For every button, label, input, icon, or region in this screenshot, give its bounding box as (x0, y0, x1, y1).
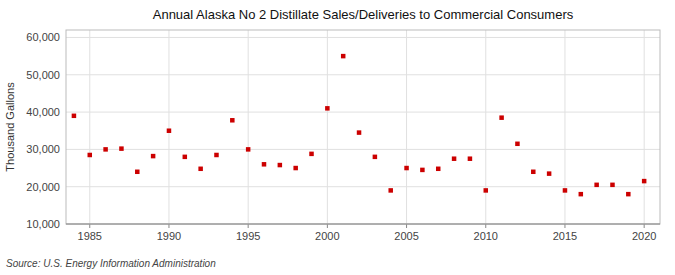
x-tick-label: 1990 (157, 230, 181, 242)
points (72, 54, 647, 197)
x-grid-line (485, 30, 486, 224)
x-grid-line (406, 30, 407, 224)
plot-frame (66, 30, 660, 224)
source-note: Source: U.S. Energy Information Administ… (6, 258, 216, 269)
point (547, 171, 552, 176)
x-tick (168, 224, 169, 228)
x-tick-label: 2010 (474, 230, 498, 242)
y-grid-line (66, 112, 660, 113)
point (230, 118, 235, 123)
point (388, 188, 393, 193)
point (468, 156, 473, 161)
point (293, 166, 298, 171)
y-grid-line (66, 37, 660, 38)
x-tick-label: 1985 (78, 230, 102, 242)
point (341, 54, 346, 59)
point (626, 192, 631, 197)
point (499, 115, 504, 120)
point (135, 170, 140, 175)
point (404, 166, 409, 171)
point (531, 170, 536, 175)
x-tick-label: 2000 (315, 230, 339, 242)
point (594, 183, 599, 188)
x-axis-line (66, 224, 660, 225)
point (563, 188, 568, 193)
point (278, 163, 283, 168)
point (642, 179, 647, 184)
x-grid-line (327, 30, 328, 224)
point (262, 162, 267, 167)
point (579, 192, 584, 197)
point (325, 106, 330, 111)
point (610, 183, 615, 188)
x-tick-label: 2015 (553, 230, 577, 242)
y-tick-label: 40,000 (26, 106, 60, 118)
point (357, 130, 362, 135)
axes: 10,000 20,000 30,000 40,000 50,000 60,000 1985… (26, 30, 660, 242)
point (88, 153, 93, 158)
y-grid-line (66, 186, 660, 187)
point (103, 147, 108, 152)
point (452, 156, 457, 161)
x-grid-line (564, 30, 565, 224)
point (246, 147, 251, 152)
y-tick-label: 30,000 (26, 143, 60, 155)
title: Annual Alaska No 2 Distillate Sales/Deli… (153, 7, 574, 22)
x-tick (406, 224, 407, 228)
y-grid-line (66, 149, 660, 150)
point (198, 167, 203, 172)
chart: 10,000 20,000 30,000 40,000 50,000 60,000 1985… (0, 0, 675, 275)
point (119, 146, 124, 151)
point (484, 188, 489, 193)
point (420, 168, 425, 173)
point (151, 154, 156, 159)
point (515, 142, 520, 147)
y-grid-line (66, 224, 660, 225)
y-grid-line (66, 74, 660, 75)
x-tick-label: 2020 (632, 230, 656, 242)
x-tick (248, 224, 249, 228)
point (436, 167, 441, 172)
y-tick-label: 10,000 (26, 218, 60, 230)
x-grid-line (89, 30, 90, 224)
x-tick (644, 224, 645, 228)
point (214, 153, 219, 158)
x-tick (327, 224, 328, 228)
y-axis-label: Thousand Gallons (4, 82, 16, 172)
x-grid-line (248, 30, 249, 224)
x-tick-label: 1995 (236, 230, 260, 242)
x-tick (485, 224, 486, 228)
point (183, 155, 188, 160)
y-tick-label: 20,000 (26, 181, 60, 193)
x-tick (89, 224, 90, 228)
y-tick-label: 60,000 (26, 31, 60, 43)
x-tick (564, 224, 565, 228)
point (309, 152, 314, 157)
x-grid-line (168, 30, 169, 224)
x-grid-line (644, 30, 645, 224)
x-tick-label: 2005 (394, 230, 418, 242)
point (167, 128, 172, 133)
grid (66, 30, 660, 224)
y-tick-label: 50,000 (26, 69, 60, 81)
point (373, 155, 378, 160)
point (72, 114, 77, 119)
